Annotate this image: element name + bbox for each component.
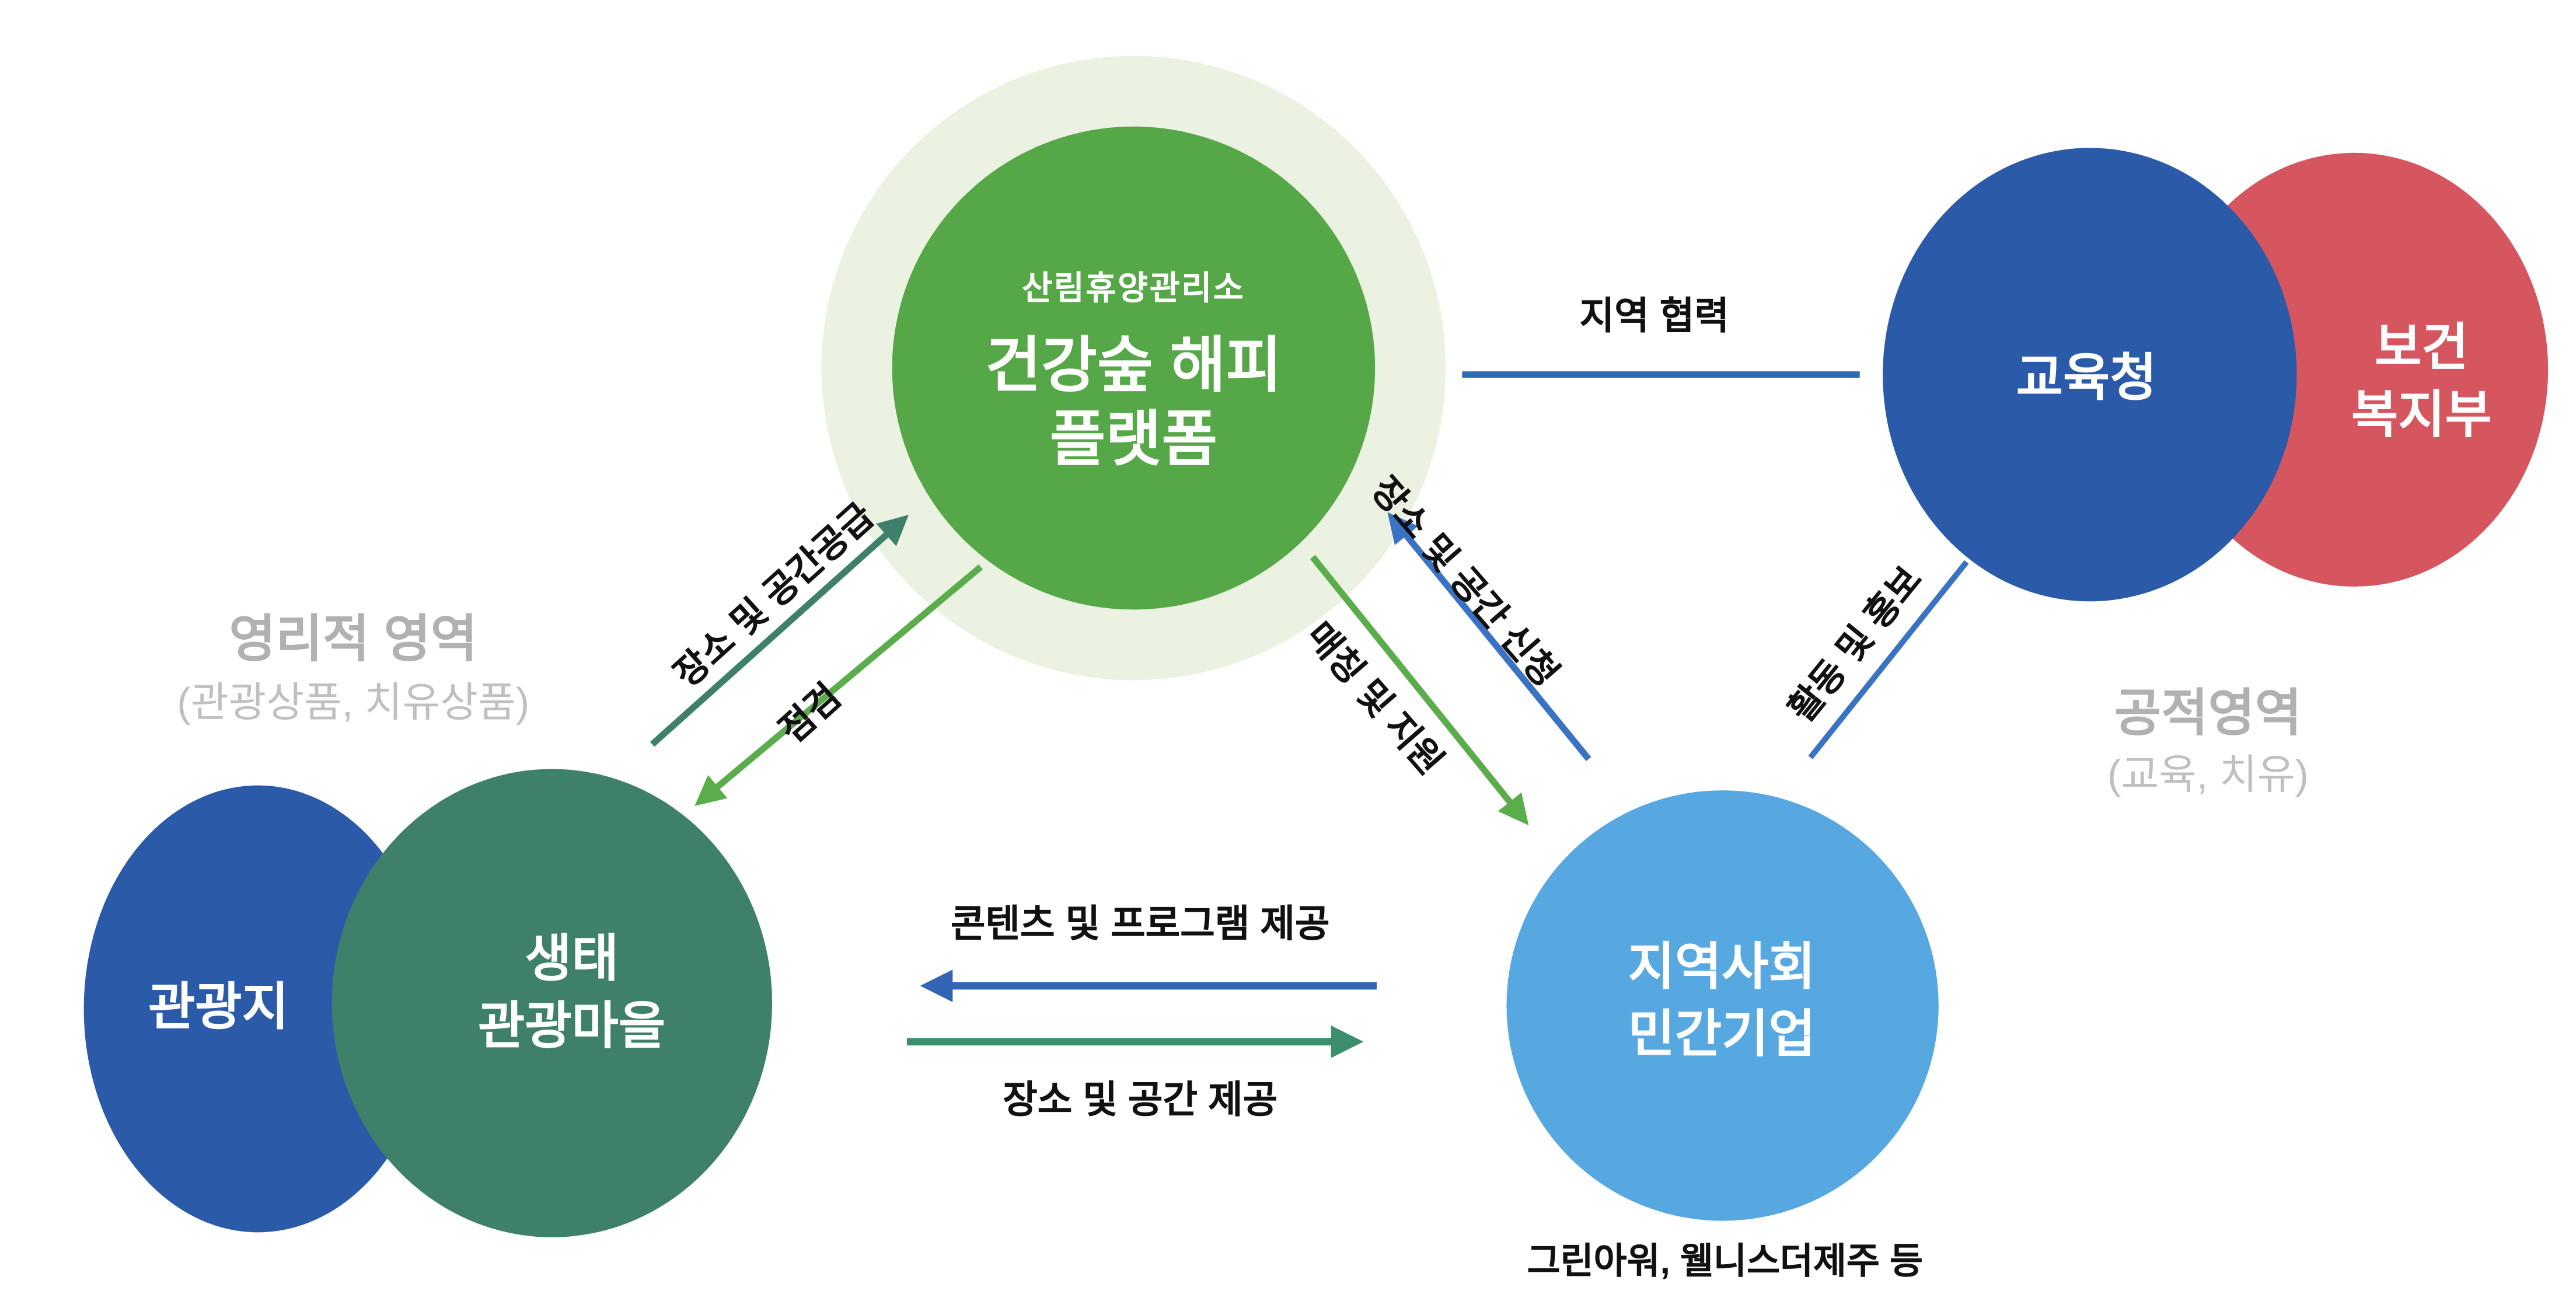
content-provide-label: 콘텐츠 및 프로그램 제공 (950, 902, 1330, 945)
supply-label: 장소 및 공간공급 (666, 495, 882, 695)
platform-title-line1: 건강숲 해피 (985, 331, 1282, 399)
community-label: 지역사회 민간기업 (1628, 933, 1816, 1068)
education-office-circle (1883, 148, 2297, 602)
community-label-line2: 민간기업 (1628, 1005, 1816, 1063)
community-caption: 그린아워, 웰니스더제주 등 (1527, 1240, 1924, 1282)
regional-coop-label: 지역 협력 (1579, 294, 1729, 337)
community-label-line1: 지역사회 (1628, 938, 1816, 996)
public-zone-subtitle: (교육, 치유) (2107, 752, 2309, 799)
welfare-label-line2: 복지부 (2351, 386, 2492, 444)
eco-label-line2: 관광마을 (478, 997, 666, 1055)
platform-title-line2: 플랫폼 (1049, 404, 1218, 473)
community-circle (1506, 790, 1939, 1221)
eco-label-line1: 생태 (525, 930, 619, 988)
commercial-zone-title: 영리적 영역 (229, 610, 478, 668)
eco-village-label: 생태 관광마을 (478, 925, 665, 1060)
promotion-label: 활동 및 홍보 (1780, 559, 1930, 730)
matching-label: 매칭 및 지원 (1298, 614, 1452, 782)
inspection-label: 점검 (771, 675, 849, 751)
platform-circle: 산림휴양관리소 건강숲 해피 플랫폼 (892, 126, 1376, 610)
welfare-label-line1: 보건 (2375, 319, 2469, 376)
public-zone-title: 공적영역 (2114, 684, 2302, 742)
commercial-zone-subtitle: (관광상품, 치유상품) (177, 680, 530, 727)
platform-org-label: 산림휴양관리소 (1022, 270, 1245, 307)
tourist-site-label: 관광지 (148, 978, 289, 1036)
place-provide-label: 장소 및 공간 제공 (1003, 1077, 1278, 1121)
request-label: 장소 및 공간 신청 (1363, 469, 1568, 695)
education-office-label: 교육청 (2016, 349, 2157, 407)
welfare-ministry-label: 보건 복지부 (2351, 314, 2492, 449)
eco-village-circle (331, 769, 773, 1237)
